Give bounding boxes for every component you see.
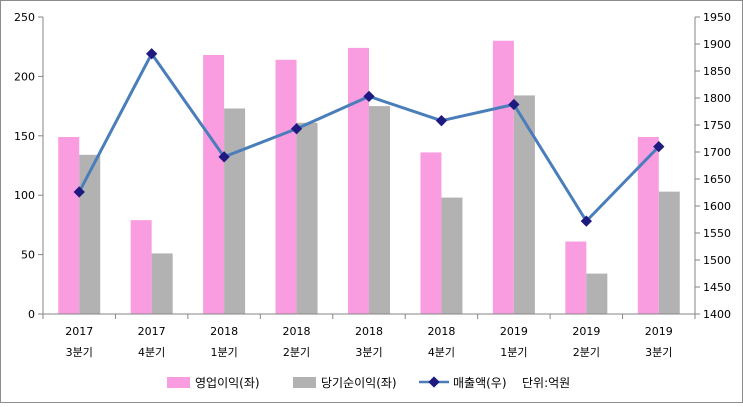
y-right-tick-label: 1700 [703,146,731,159]
bar-net-income-7 [586,273,608,314]
bar-operating-profit-5 [420,152,442,314]
x-tick-label-year: 2019 [572,325,600,338]
bar-operating-profit-1 [130,220,152,314]
legend: 영업이익(좌) 당기순이익(좌) 매출액(우) 단위:억원 [167,376,570,390]
point-revenue-8 [653,140,665,153]
bar-operating-profit-2 [203,55,225,315]
x-tick-label-quarter: 4분기 [428,346,455,359]
y-right-tick-label: 1650 [703,173,731,186]
y-left-tick-label: 150 [14,130,35,143]
bar-operating-profit-4 [348,47,369,314]
x-tick-label-quarter: 3분기 [355,346,382,359]
x-tick-label-year: 2018 [355,325,383,338]
x-tick-label-year: 2019 [645,325,673,338]
x-tick-label-year: 2018 [210,325,238,338]
y-right-tick-label: 1450 [703,281,731,294]
x-tick-label-quarter: 4분기 [138,346,165,359]
y-right-tick-label: 1950 [703,11,731,24]
x-tick-label-quarter: 2분기 [573,346,600,359]
y-right-tick-label: 1500 [703,254,731,267]
bar-net-income-0 [79,154,101,314]
x-tick-label-quarter: 3분기 [645,346,672,359]
y-right-tick-label: 1900 [703,38,731,51]
y-left-tick-label: 100 [14,189,35,202]
y-right-tick-label: 1750 [703,119,731,132]
y-left-tick-label: 200 [14,70,35,83]
y-right-tick-label: 1550 [703,227,731,240]
point-revenue-5 [435,115,448,127]
bar-operating-profit-8 [637,136,659,314]
y-left-tick-label: 0 [28,308,35,321]
y-right-tick-label: 1400 [703,308,731,321]
bar-net-income-5 [441,197,463,314]
x-tick-label-year: 2017 [138,325,166,338]
bar-operating-profit-3 [275,59,297,314]
bar-operating-profit-0 [58,136,80,314]
unit-note: 단위:억원 [522,376,570,390]
bar-operating-profit-7 [565,241,587,314]
x-tick-label-year: 2018 [427,325,455,338]
point-revenue-7 [580,215,592,227]
bar-net-income-3 [296,122,318,315]
x-tick-label-year: 2018 [283,325,311,338]
bar-operating-profit-6 [492,40,514,314]
x-tick-label-quarter: 2분기 [283,346,310,359]
bar-net-income-2 [224,108,246,314]
x-tick-label-year: 2019 [500,325,528,338]
legend-swatch-net-income [293,377,316,388]
y-left-tick-label: 50 [21,249,35,262]
y-left-tick-label: 250 [14,11,35,24]
legend-marker-revenue [428,376,440,388]
legend-label-operating-profit: 영업이익(좌) [195,376,260,390]
legend-label-revenue: 매출액(우) [453,376,507,390]
plot-area: 0 50 100 150 200 250 1400 1450 1500 1550 1600 1650 1… [14,11,731,359]
legend-label-net-income: 당기순이익(좌) [321,376,397,390]
x-tick-label-quarter: 3분기 [66,346,93,359]
bar-net-income-4 [369,106,390,314]
x-tick-label-quarter: 1분기 [500,346,527,359]
x-tick-label-quarter: 1분기 [210,346,237,359]
y-right-tick-label: 1850 [703,65,731,78]
bar-net-income-1 [151,253,173,314]
bar-net-income-6 [513,95,535,315]
x-tick-label-year: 2017 [65,325,93,338]
point-revenue-2 [218,151,230,163]
legend-swatch-operating-profit [167,377,190,388]
y-right-tick-label: 1600 [703,200,731,213]
y-right-tick-label: 1800 [703,92,731,105]
bar-net-income-8 [658,191,680,314]
point-revenue-1 [146,48,158,60]
